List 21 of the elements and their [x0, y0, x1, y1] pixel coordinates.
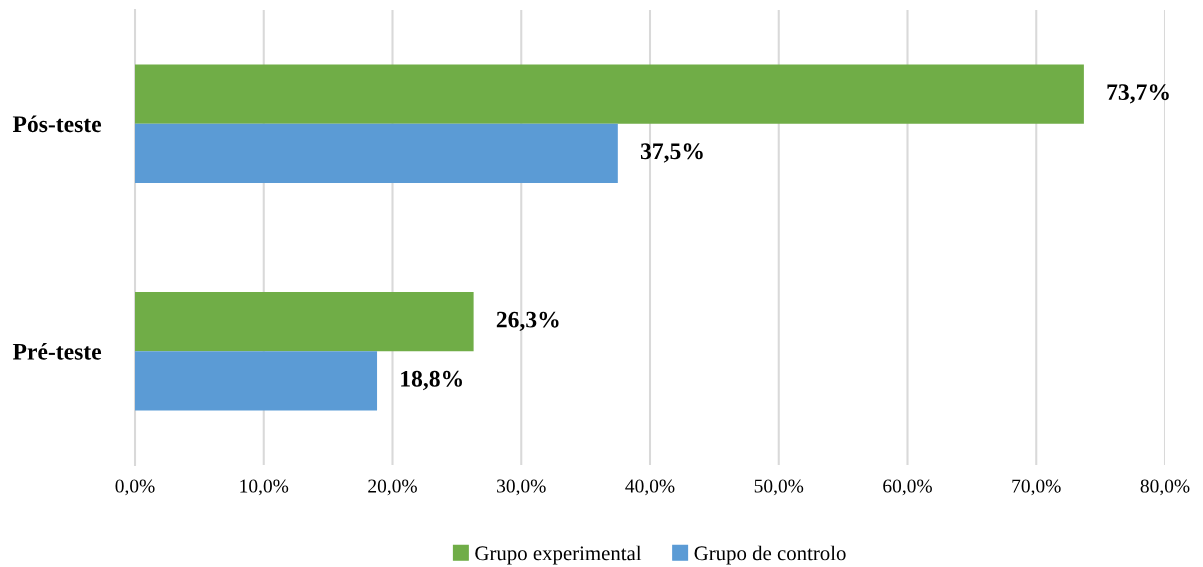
x-tick-label: 30,0%	[497, 479, 546, 496]
x-tick-label: 50,0%	[754, 479, 804, 496]
y-tick-label: Pré-teste	[12, 343, 102, 360]
bar	[135, 292, 474, 352]
x-tick-label: 20,0%	[368, 479, 417, 496]
x-tick-label: 60,0%	[883, 479, 932, 496]
data-label: 26,3%	[496, 311, 559, 332]
legend-label: Grupo experimental	[475, 545, 642, 565]
data-label: 37,5%	[640, 143, 703, 163]
legend-label: Grupo de controlo	[694, 545, 846, 565]
x-tick-label: 70,0%	[1012, 479, 1061, 496]
x-tick-label: 0,0%	[115, 479, 155, 496]
bar	[135, 64, 1084, 124]
x-tick-label: 40,0%	[625, 479, 675, 496]
data-label: 73,7%	[1107, 84, 1169, 104]
y-tick-label: Pós-teste	[12, 115, 102, 133]
bar	[135, 123, 618, 183]
x-tick-label: 10,0%	[240, 479, 289, 496]
x-tick-label: 80,0%	[1140, 479, 1190, 496]
data-label: 18,8%	[401, 370, 462, 391]
bar	[135, 351, 378, 411]
